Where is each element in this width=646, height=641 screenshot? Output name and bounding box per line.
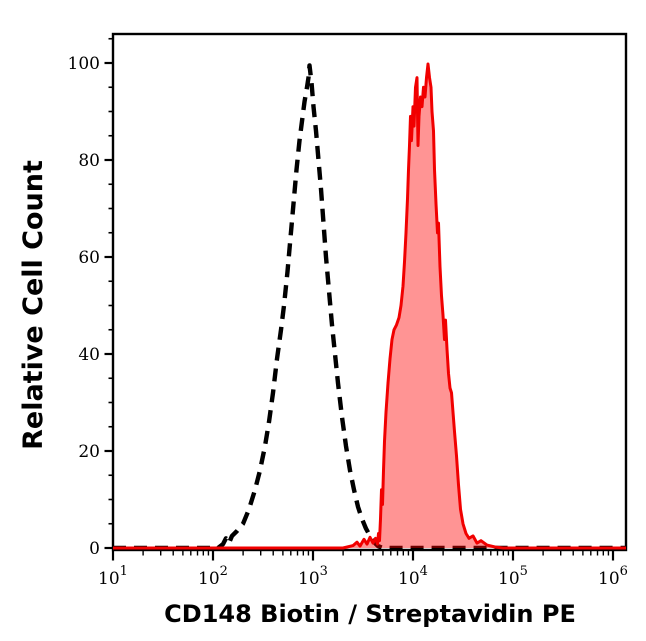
- y-tick-label: 40: [78, 345, 100, 365]
- histogram-curves: [113, 62, 626, 551]
- x-axis-minor-ticks: [142, 551, 610, 556]
- x-tick-label: 103: [298, 564, 328, 589]
- y-tick-label: 60: [78, 248, 100, 268]
- x-tick-label: 104: [398, 564, 428, 589]
- plot-border: [111, 32, 628, 552]
- x-tick-label: 105: [498, 564, 528, 589]
- y-axis-title: Relative Cell Count: [18, 160, 49, 450]
- y-tick-label: 80: [78, 151, 100, 171]
- y-axis-major-ticks: [104, 61, 113, 550]
- x-axis-major-ticks: [111, 551, 615, 561]
- y-axis-minor-ticks: [108, 37, 113, 525]
- x-tick-label: 106: [598, 564, 628, 589]
- red-filled-curve: [113, 62, 626, 550]
- x-axis-title: CD148 Biotin / Streptavidin PE: [164, 600, 576, 628]
- y-axis-tick-labels: 0 20 40 60 80 100: [68, 54, 100, 559]
- x-tick-label: 101: [98, 564, 128, 589]
- red-filled-curve-fill: [113, 64, 626, 548]
- y-tick-label: 0: [89, 539, 100, 559]
- y-tick-label: 100: [68, 54, 100, 74]
- y-tick-label: 20: [78, 442, 100, 462]
- x-tick-label: 102: [198, 564, 228, 589]
- black-dashed-curve: [113, 63, 626, 551]
- x-axis-tick-labels: 101 102 103 104 105 106: [98, 564, 628, 589]
